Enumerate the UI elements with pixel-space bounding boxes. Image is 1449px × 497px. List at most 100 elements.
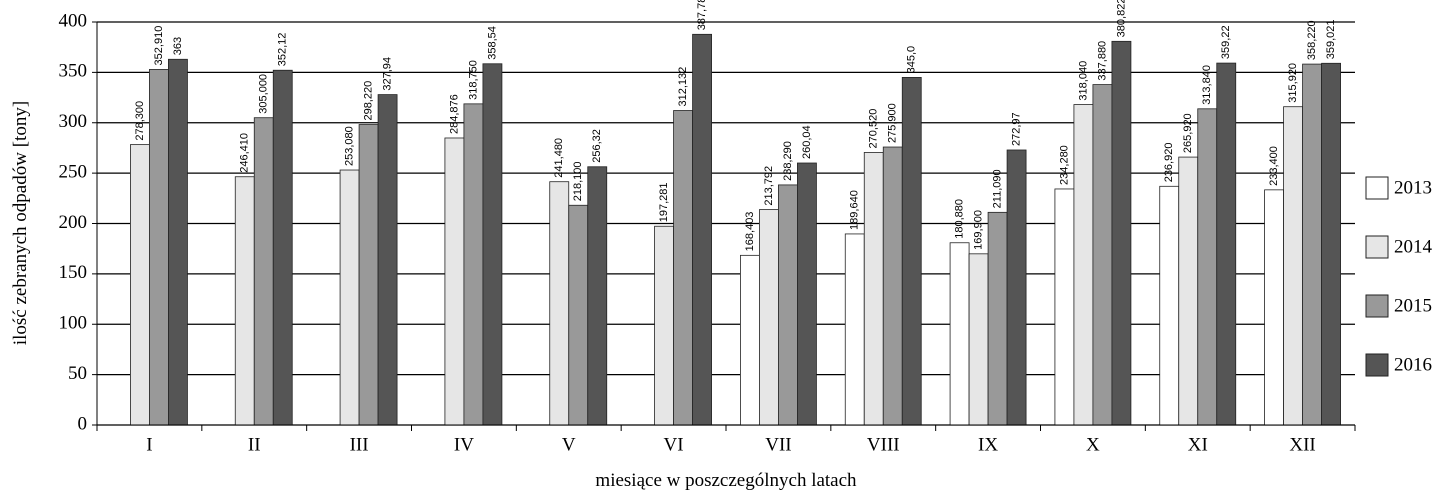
- value-label: 189,640: [849, 190, 861, 230]
- value-label: 352,910: [153, 26, 165, 66]
- x-tick-label: VIII: [867, 434, 900, 455]
- bar: [1302, 63, 1322, 426]
- y-tick-label: 50: [68, 363, 87, 384]
- value-label: 318,040: [1077, 61, 1089, 101]
- bar: [968, 253, 989, 426]
- value-label: 284,876: [448, 94, 460, 134]
- bar: [1283, 106, 1303, 426]
- legend-swatch: [1365, 353, 1389, 377]
- value-label: 168,403: [744, 212, 756, 252]
- x-tick-label: III: [350, 434, 369, 455]
- bar: [1178, 156, 1199, 426]
- value-label: 352,12: [277, 33, 289, 67]
- value-label: 213,792: [763, 166, 775, 206]
- value-label: 298,220: [362, 81, 374, 121]
- value-label: 363: [172, 37, 184, 55]
- legend-swatch: [1365, 176, 1389, 200]
- value-label: 218,100: [572, 161, 584, 201]
- bar: [882, 146, 903, 426]
- bar: [1264, 189, 1284, 426]
- bar: [358, 124, 379, 426]
- bar: [1006, 149, 1027, 426]
- value-label: 180,880: [953, 199, 965, 239]
- value-label: 305,000: [258, 74, 270, 114]
- legend-label: 2014: [1394, 236, 1433, 257]
- bar: [1054, 188, 1075, 426]
- value-label: 169,900: [972, 210, 984, 250]
- value-label: 278,300: [134, 101, 146, 141]
- bar: [1216, 62, 1237, 426]
- bar: [844, 233, 865, 426]
- legend-label: 2016: [1394, 354, 1432, 375]
- bar: [549, 181, 570, 426]
- x-axis-label: miesiące w poszczególnych latach: [595, 470, 857, 491]
- bar: [444, 137, 465, 426]
- value-label: 359,021: [1325, 20, 1337, 60]
- x-tick-label: V: [562, 434, 576, 455]
- y-tick-label: 0: [78, 413, 88, 434]
- bar: [949, 242, 970, 426]
- bar: [1073, 104, 1094, 426]
- value-label: 387,78: [696, 0, 708, 30]
- value-label: 265,920: [1182, 113, 1194, 153]
- y-tick-label: 200: [59, 212, 88, 233]
- y-tick-label: 150: [59, 262, 88, 283]
- value-label: 358,220: [1306, 20, 1318, 60]
- bar: [673, 110, 693, 426]
- bar: [130, 144, 150, 426]
- bar: [1197, 108, 1218, 426]
- value-label: 253,080: [343, 126, 355, 166]
- value-label: 318,750: [467, 60, 479, 100]
- x-tick-label: XI: [1188, 434, 1208, 455]
- value-label: 233,400: [1268, 146, 1280, 186]
- y-tick-label: 300: [59, 111, 88, 132]
- bar: [463, 103, 484, 426]
- value-label: 345,0: [906, 46, 918, 74]
- bar: [149, 69, 169, 426]
- value-label: 197,281: [658, 182, 670, 222]
- legend-label: 2013: [1394, 177, 1432, 198]
- value-label: 380,822: [1115, 0, 1127, 37]
- bar: [778, 184, 798, 426]
- bar: [863, 152, 884, 426]
- value-label: 327,94: [381, 57, 393, 91]
- bar: [654, 225, 674, 426]
- y-tick-label: 250: [59, 161, 88, 182]
- value-label: 236,920: [1163, 143, 1175, 183]
- legend-swatch: [1365, 235, 1389, 259]
- value-label: 234,280: [1058, 145, 1070, 185]
- x-tick-label: VI: [664, 434, 684, 455]
- bar: [482, 63, 503, 426]
- y-tick-label: 100: [59, 313, 88, 334]
- bar: [339, 169, 360, 426]
- x-tick-label: II: [248, 434, 261, 455]
- bar: [168, 58, 188, 426]
- value-label: 315,920: [1287, 63, 1299, 103]
- bar: [234, 176, 255, 426]
- value-label: 246,410: [239, 133, 251, 173]
- value-label: 275,900: [887, 103, 899, 143]
- bar: [587, 166, 608, 426]
- x-tick-label: IX: [978, 434, 998, 455]
- bar: [759, 209, 779, 426]
- value-label: 337,880: [1096, 41, 1108, 81]
- value-label: 313,840: [1201, 65, 1213, 105]
- y-tick-label: 350: [59, 61, 88, 82]
- value-label: 241,480: [553, 138, 565, 178]
- bar: [692, 33, 712, 426]
- x-tick-label: XII: [1289, 434, 1315, 455]
- bar: [1159, 185, 1180, 426]
- value-label: 359,22: [1220, 25, 1232, 59]
- bar: [568, 204, 589, 426]
- x-tick-label: I: [146, 434, 152, 455]
- legend-label: 2015: [1394, 295, 1432, 316]
- bar: [987, 211, 1008, 426]
- value-label: 256,32: [591, 129, 603, 163]
- y-axis-label: ilość zebranych odpadów [tony]: [10, 101, 31, 345]
- bar: [253, 117, 274, 426]
- value-label: 260,04: [801, 125, 813, 159]
- bar: [797, 162, 817, 426]
- bar: [740, 254, 760, 426]
- value-label: 238,290: [782, 141, 794, 181]
